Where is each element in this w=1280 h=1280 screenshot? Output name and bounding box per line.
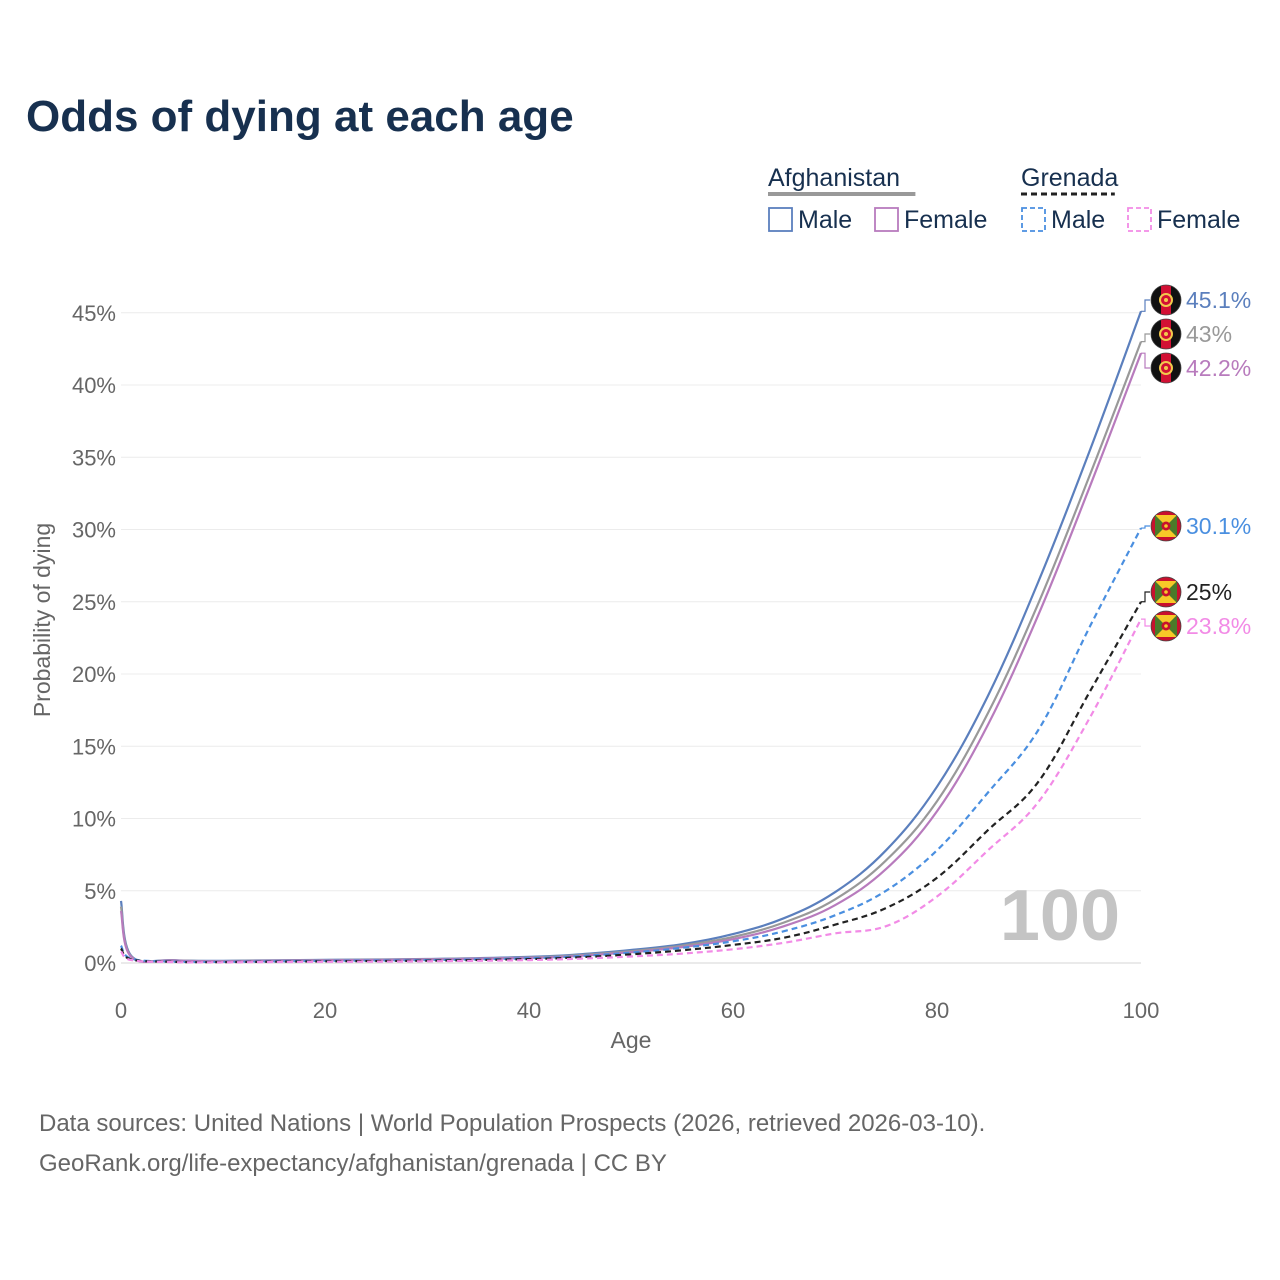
legend-country-label: Grenada bbox=[1021, 164, 1118, 192]
source-line-1: Data sources: United Nations | World Pop… bbox=[39, 1110, 985, 1137]
end-label-afghanistan-female: 42.2% bbox=[1141, 352, 1251, 384]
x-tick-label: 40 bbox=[517, 998, 541, 1023]
x-tick-label: 100 bbox=[1123, 998, 1160, 1023]
x-tick-label: 0 bbox=[115, 998, 127, 1023]
end-value-label: 23.8% bbox=[1186, 613, 1251, 639]
legend-country-label: Afghanistan bbox=[768, 164, 900, 192]
series-line-grenada-female bbox=[120, 618, 1142, 964]
series-line-grenada-male bbox=[120, 527, 1142, 964]
y-tick-label: 15% bbox=[72, 734, 116, 759]
end-value-label: 42.2% bbox=[1186, 355, 1251, 381]
y-tick-label: 30% bbox=[72, 518, 116, 543]
y-tick-label: 20% bbox=[72, 662, 116, 687]
series-line-afghanistan-female bbox=[119, 352, 1143, 963]
x-axis-label: Age bbox=[611, 1027, 652, 1053]
legend-item-label: Female bbox=[1157, 206, 1240, 234]
series-line-grenada-total bbox=[120, 601, 1142, 964]
legend-item-label: Male bbox=[798, 206, 852, 234]
x-tick-label: 60 bbox=[721, 998, 745, 1023]
end-label-grenada-total: 25% bbox=[1141, 576, 1232, 608]
afghanistan-flag-icon bbox=[1150, 284, 1182, 316]
legend: Afghanistan Male Female Grenada Male Female bbox=[768, 164, 1240, 234]
y-axis-ticks: 0% 5% 10% 15% 20% 25% 30% 35% 40% 45% bbox=[72, 301, 116, 976]
y-tick-label: 40% bbox=[72, 373, 116, 398]
age-watermark: 100 bbox=[1000, 876, 1120, 956]
series-line-afghanistan-total bbox=[119, 341, 1143, 963]
y-axis-label: Probability of dying bbox=[29, 523, 55, 717]
end-label-afghanistan-male: 45.1% bbox=[1141, 284, 1251, 316]
legend-item-label: Male bbox=[1051, 206, 1105, 234]
x-axis-ticks: 0 20 40 60 80 100 bbox=[115, 998, 1159, 1023]
y-tick-label: 25% bbox=[72, 590, 116, 615]
end-label-afghanistan-total: 43% bbox=[1141, 318, 1232, 350]
y-tick-label: 0% bbox=[84, 951, 116, 976]
afghanistan-flag-icon bbox=[1150, 352, 1182, 384]
x-tick-label: 80 bbox=[925, 998, 949, 1023]
end-label-grenada-male: 30.1% bbox=[1141, 510, 1251, 542]
chart-title: Odds of dying at each age bbox=[26, 92, 574, 141]
legend-item-label: Female bbox=[904, 206, 987, 234]
legend-swatch bbox=[1021, 207, 1046, 232]
legend-swatch bbox=[1127, 207, 1152, 232]
source-line-2: GeoRank.org/life-expectancy/afghanistan/… bbox=[39, 1150, 667, 1177]
end-value-label: 43% bbox=[1186, 321, 1232, 347]
end-label-grenada-female: 23.8% bbox=[1141, 610, 1251, 642]
grenada-flag-icon bbox=[1150, 576, 1182, 608]
legend-swatch bbox=[874, 207, 899, 232]
end-value-label: 45.1% bbox=[1186, 287, 1251, 313]
end-labels: 45.1% 43% 42.2% 30.1% 25% 23.8% bbox=[1141, 284, 1251, 642]
series-line-afghanistan-male bbox=[119, 310, 1143, 963]
legend-swatch bbox=[768, 207, 793, 232]
legend-group-grenada: Grenada Male Female bbox=[1021, 164, 1240, 234]
end-value-label: 25% bbox=[1186, 579, 1232, 605]
y-tick-label: 35% bbox=[72, 445, 116, 470]
legend-group-afghanistan: Afghanistan Male Female bbox=[768, 164, 987, 234]
grenada-flag-icon bbox=[1150, 510, 1182, 542]
grid bbox=[121, 312, 1141, 964]
series-lines bbox=[119, 310, 1143, 964]
end-value-label: 30.1% bbox=[1186, 513, 1251, 539]
y-tick-label: 10% bbox=[72, 807, 116, 832]
y-tick-label: 45% bbox=[72, 301, 116, 326]
grenada-flag-icon bbox=[1150, 610, 1182, 642]
afghanistan-flag-icon bbox=[1150, 318, 1182, 350]
x-tick-label: 20 bbox=[313, 998, 337, 1023]
y-tick-label: 5% bbox=[84, 879, 116, 904]
